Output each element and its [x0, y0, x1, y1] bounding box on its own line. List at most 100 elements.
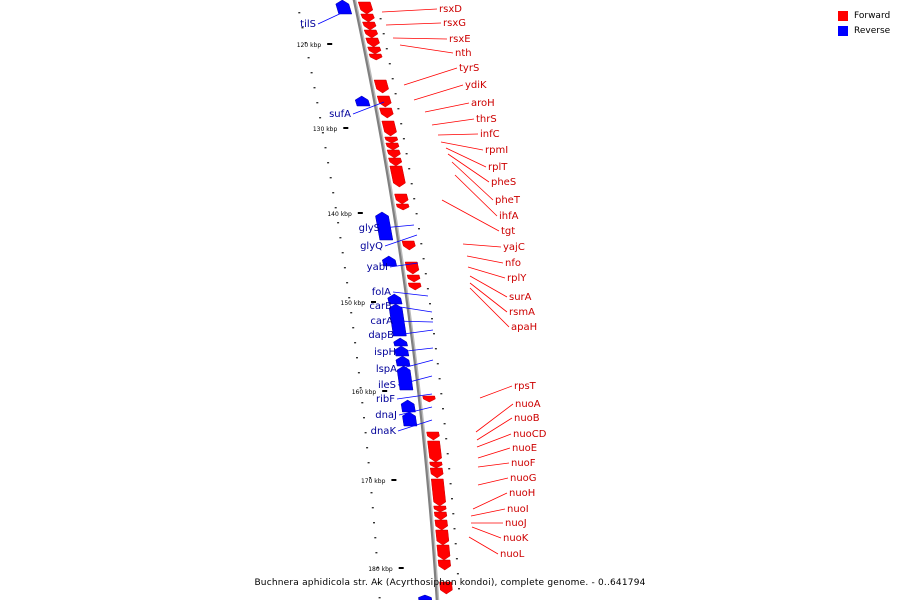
minor-tick — [388, 63, 391, 65]
forward-label-leader — [477, 462, 510, 468]
scale-label: 180 kbp — [368, 566, 393, 573]
forward-gene-label: tgt — [501, 226, 515, 237]
minor-tick — [397, 108, 400, 110]
scale-label: 120 kbp — [297, 42, 322, 49]
minor-tick — [348, 297, 351, 299]
forward-gene-block — [435, 529, 450, 546]
forward-gene-block — [386, 149, 401, 159]
minor-tick — [434, 348, 437, 350]
reverse-gene-block — [395, 355, 411, 367]
minor-tick — [443, 423, 446, 425]
minor-tick — [455, 558, 458, 560]
forward-gene-block — [430, 478, 446, 507]
reverse-gene-label: tilS — [300, 19, 316, 30]
minor-tick — [448, 468, 451, 470]
forward-swatch — [838, 10, 848, 21]
forward-gene-block — [362, 21, 377, 31]
minor-tick — [454, 543, 457, 545]
minor-tick — [327, 162, 330, 164]
reverse-label-leader — [397, 347, 434, 353]
forward-gene-label: pheS — [491, 177, 516, 188]
major-tick — [357, 212, 363, 214]
forward-gene-label: nuoI — [507, 504, 529, 515]
minor-tick — [385, 48, 388, 50]
reverse-label-leader — [352, 101, 385, 115]
forward-label-leader — [385, 22, 442, 26]
reverse-gene-label: dapB — [368, 330, 394, 341]
minor-tick — [375, 552, 378, 554]
minor-tick — [329, 177, 332, 179]
minor-tick — [310, 72, 313, 74]
reverse-label-leader — [397, 419, 433, 432]
forward-gene-block — [407, 282, 422, 291]
forward-gene-block — [406, 274, 421, 283]
forward-gene-label: surA — [509, 292, 532, 303]
minor-tick — [458, 588, 460, 590]
forward-gene-label: nuoL — [500, 549, 525, 560]
forward-label-leader — [477, 447, 511, 459]
scale-label: 160 kbp — [352, 389, 377, 396]
forward-label-leader — [451, 161, 494, 201]
minor-tick — [354, 342, 357, 344]
minor-tick — [410, 183, 413, 185]
forward-gene-block — [395, 203, 410, 211]
forward-gene-block — [381, 120, 397, 137]
forward-gene-label: ydiK — [465, 80, 487, 91]
reverse-gene-block — [354, 95, 371, 107]
reverse-gene-label: ileS — [378, 380, 396, 391]
forward-gene-block — [427, 440, 442, 463]
reverse-label-leader — [384, 234, 418, 247]
minor-tick — [408, 168, 411, 170]
forward-label-leader — [424, 102, 470, 113]
forward-gene-label: thrS — [476, 114, 497, 125]
minor-tick — [356, 357, 358, 359]
minor-tick — [391, 78, 394, 80]
minor-tick — [418, 228, 420, 230]
forward-gene-label: nuoG — [510, 473, 537, 484]
minor-tick — [371, 507, 374, 509]
minor-tick — [307, 57, 310, 59]
forward-gene-block — [376, 95, 392, 108]
forward-gene-label: rpmI — [485, 145, 508, 156]
forward-label-leader — [392, 37, 448, 40]
forward-gene-label: rpsT — [514, 381, 537, 392]
forward-label-leader — [431, 118, 475, 126]
minor-tick — [361, 402, 364, 404]
minor-tick — [313, 87, 316, 89]
minor-tick — [377, 582, 380, 584]
minor-tick — [451, 498, 453, 500]
reverse-label-leader — [381, 224, 415, 229]
minor-tick — [402, 138, 405, 140]
minor-tick — [357, 372, 360, 374]
forward-label-leader — [470, 508, 506, 517]
minor-tick — [378, 597, 381, 599]
forward-gene-label: aroH — [471, 98, 495, 109]
forward-label-leader — [467, 266, 506, 279]
forward-gene-block — [401, 240, 416, 251]
forward-gene-block — [433, 505, 447, 513]
legend-item-reverse: Reverse — [838, 23, 890, 38]
forward-gene-block — [426, 431, 440, 441]
minor-tick — [445, 438, 448, 440]
reverse-label-leader — [396, 393, 433, 400]
legend-item-forward: Forward — [838, 8, 890, 23]
genome-caption: Buchnera aphidicola str. Ak (Acyrthosiph… — [254, 578, 646, 588]
forward-label-leader — [454, 174, 498, 217]
reverse-label-leader — [394, 320, 434, 323]
forward-gene-block — [436, 544, 451, 561]
forward-gene-block — [367, 46, 382, 55]
minor-tick — [431, 318, 433, 320]
major-tick — [398, 567, 404, 569]
reverse-gene-block — [402, 411, 418, 427]
forward-label-leader — [469, 275, 508, 298]
minor-tick — [339, 237, 342, 239]
minor-tick — [453, 528, 456, 530]
forward-label-leader — [477, 477, 509, 486]
minor-tick — [364, 432, 367, 434]
major-tick — [327, 43, 333, 45]
forward-label-leader — [476, 417, 513, 441]
reverse-gene-label: sufA — [329, 109, 351, 120]
forward-label-leader — [441, 199, 500, 232]
minor-tick — [394, 93, 397, 95]
reverse-label-leader — [398, 359, 434, 370]
